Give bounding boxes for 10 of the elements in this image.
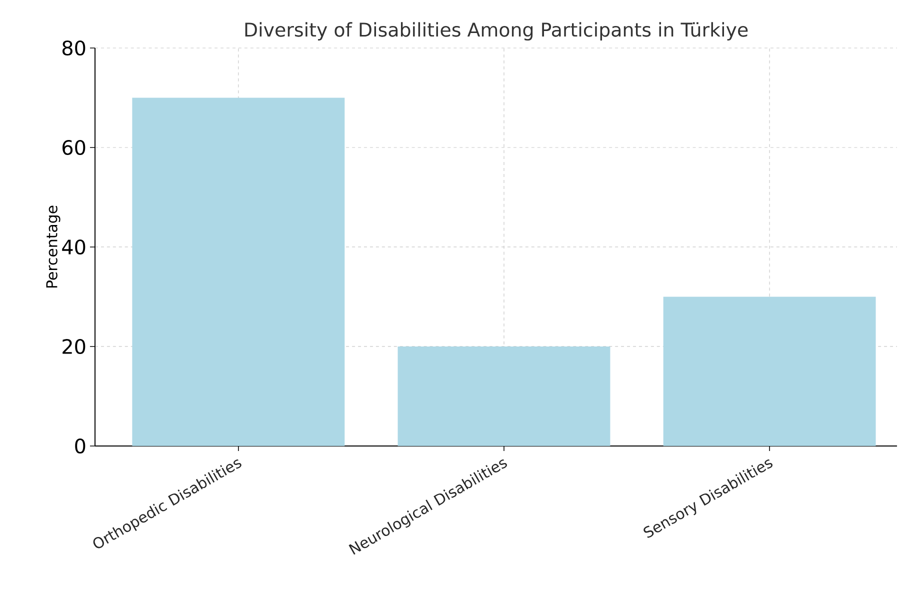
bar — [663, 296, 876, 446]
bar — [398, 346, 610, 446]
y-tick-label: 20 — [62, 338, 86, 354]
y-tick-label: 60 — [62, 140, 86, 156]
y-axis-title: Percentage — [46, 206, 60, 288]
chart-title: Diversity of Disabilities Among Participants in Türkiye — [245, 22, 748, 40]
y-tick-label: 80 — [62, 40, 86, 56]
bar — [132, 98, 345, 446]
y-tick-label: 0 — [75, 438, 86, 454]
y-tick-label: 40 — [62, 239, 86, 255]
